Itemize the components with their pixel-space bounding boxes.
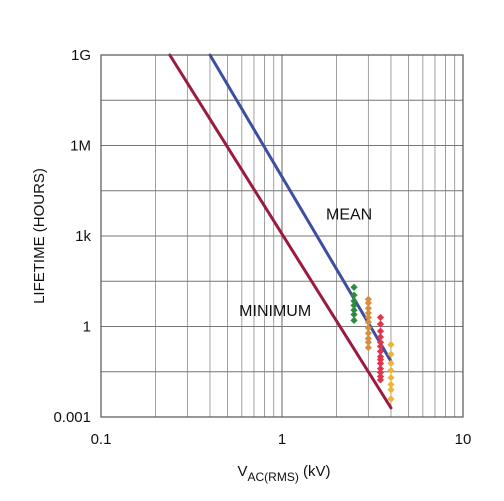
data-point xyxy=(387,341,395,349)
data-point xyxy=(364,338,372,346)
y-tick-label: 1M xyxy=(70,138,91,155)
data-point xyxy=(387,395,395,403)
series-lines xyxy=(168,53,393,410)
series-line-mean xyxy=(208,53,393,363)
data-point xyxy=(364,334,372,343)
grid xyxy=(100,54,463,418)
data-point xyxy=(387,359,395,367)
data-points xyxy=(350,283,395,403)
data-point xyxy=(350,310,358,319)
data-point xyxy=(376,327,385,335)
data-point xyxy=(387,366,395,375)
x-tick-label: 0.1 xyxy=(91,431,112,448)
annotation-minimum: MINIMUM xyxy=(239,303,311,320)
y-axis-title: LIFETIME (HOURS) xyxy=(31,168,48,304)
data-point xyxy=(387,350,395,358)
y-tick-label: 1 xyxy=(83,319,91,336)
data-point xyxy=(376,347,385,355)
x-axis-title: VAC(RMS) (kV) xyxy=(237,463,330,484)
x-axis-title-main: V xyxy=(237,463,247,480)
y-tick-label: 1k xyxy=(75,228,91,245)
data-point xyxy=(364,318,372,326)
series-line-minimum xyxy=(168,53,393,410)
data-point xyxy=(350,301,358,310)
data-point xyxy=(364,295,372,303)
data-point xyxy=(364,304,372,312)
data-point xyxy=(376,359,385,367)
data-point xyxy=(376,313,385,322)
data-point xyxy=(350,316,358,324)
data-point xyxy=(376,333,385,341)
data-point xyxy=(364,309,372,317)
data-point xyxy=(350,283,358,291)
data-point xyxy=(364,343,372,352)
data-point xyxy=(376,376,385,384)
data-point xyxy=(364,313,372,322)
y-tick-label: 0.001 xyxy=(53,409,91,426)
data-point xyxy=(387,386,395,394)
data-point xyxy=(376,368,385,377)
x-tick-labels: 0.1 1 10 xyxy=(91,431,472,448)
data-point xyxy=(364,324,372,332)
x-axis-title-sub: AC(RMS) xyxy=(248,470,299,484)
data-point xyxy=(350,297,358,305)
data-point xyxy=(364,299,372,307)
plot-frame xyxy=(100,54,464,418)
data-point xyxy=(376,320,385,328)
data-point xyxy=(376,365,385,373)
data-point xyxy=(387,374,395,382)
data-point xyxy=(350,291,358,299)
data-point xyxy=(376,342,385,350)
data-point xyxy=(350,306,358,314)
y-tick-labels: 0.001 1 1k 1M 1G xyxy=(53,47,91,426)
x-axis-title-unit: (kV) xyxy=(299,463,331,480)
data-point xyxy=(387,380,395,389)
annotation-mean: MEAN xyxy=(326,207,372,224)
y-tick-label: 1G xyxy=(71,47,91,64)
data-point xyxy=(376,338,385,346)
x-tick-label: 1 xyxy=(278,431,286,448)
data-point xyxy=(364,329,372,337)
x-tick-label: 10 xyxy=(455,431,472,448)
data-point xyxy=(376,355,385,364)
annotations: MEAN MINIMUM xyxy=(239,207,372,321)
